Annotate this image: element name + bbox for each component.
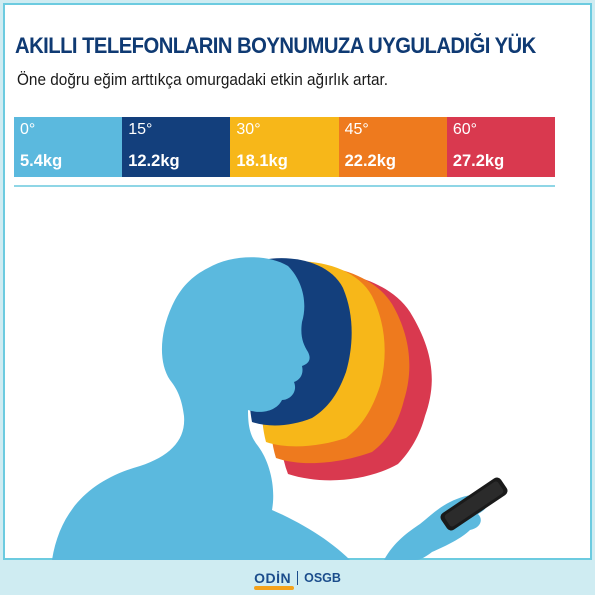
smartphone xyxy=(440,477,508,531)
head-and-body-silhouette-0 xyxy=(52,257,350,560)
angle-band-45: 45° 22.2kg xyxy=(338,117,447,177)
angle-weight-label: 5.4kg xyxy=(20,152,63,170)
brand-name: ODİN xyxy=(254,569,292,586)
angle-band-60: 60° 27.2kg xyxy=(446,117,556,177)
angle-weight-label: 27.2kg xyxy=(452,152,505,170)
angle-band-15: 15° 12.2kg xyxy=(122,117,231,177)
angle-degree-label: 60° xyxy=(452,121,478,138)
page-subtitle: Öne doğru eğim arttıkça omurgadaki etkin… xyxy=(17,71,389,89)
angle-weight-label: 12.2kg xyxy=(128,152,180,170)
neck-posture-illustration xyxy=(52,257,508,560)
brand-logo: ODİN xyxy=(254,569,295,590)
angle-weight-legend: 0° 5.4kg 15° 12.2kg 30° 18.1kg 45° 22.2k… xyxy=(14,117,556,177)
angle-degree-label: 15° xyxy=(128,121,153,138)
angle-degree-label: 0° xyxy=(20,121,36,138)
brand-swoosh-icon xyxy=(254,585,295,590)
footer: ODİN OSGB xyxy=(0,560,595,595)
divider xyxy=(14,185,555,187)
angle-weight-label: 18.1kg xyxy=(236,152,288,170)
page-title: AKILLI TELEFONLARIN BOYNUMUZA UYGULADIĞI… xyxy=(15,33,536,58)
angle-degree-label: 45° xyxy=(344,121,369,138)
angle-band-30: 30° 18.1kg xyxy=(230,117,339,177)
logo-separator xyxy=(297,570,299,585)
angle-weight-label: 22.2kg xyxy=(344,152,396,170)
angle-band-0: 0° 5.4kg xyxy=(14,117,123,177)
angle-degree-label: 30° xyxy=(236,121,261,138)
brand-suffix: OSGB xyxy=(304,570,341,585)
